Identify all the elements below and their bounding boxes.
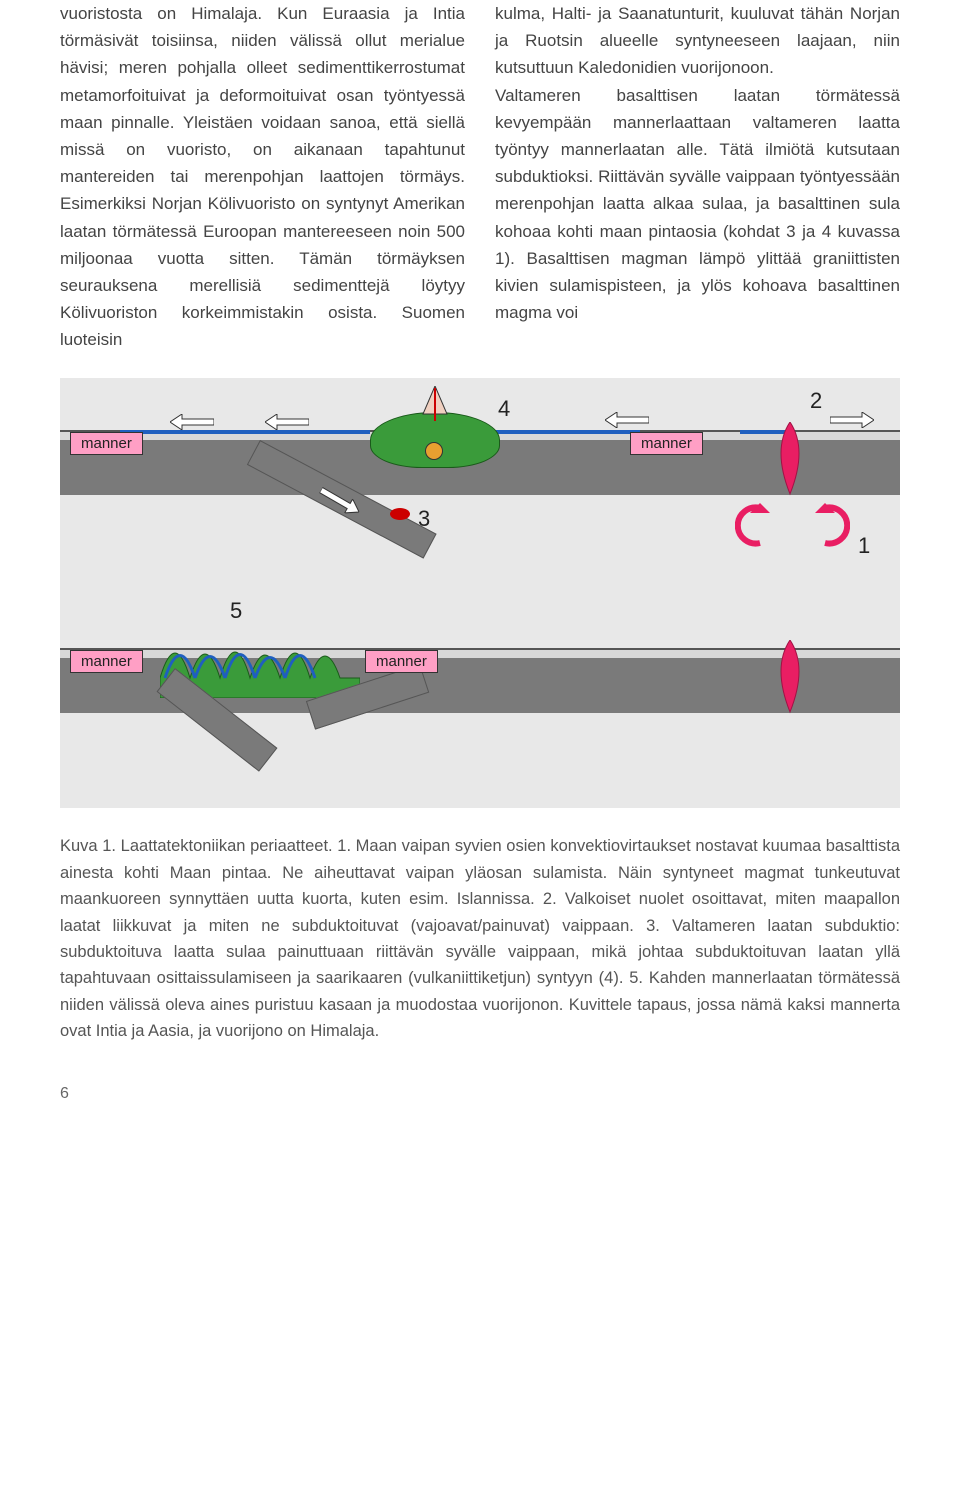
page-number: 6 <box>60 1085 900 1103</box>
tectonics-diagram: manner 4 3 <box>60 378 900 808</box>
right-column: kulma, Halti- ja Saanatunturit, kuuluvat… <box>495 0 900 353</box>
manner-label-2: manner <box>630 432 703 455</box>
body-text-columns: vuoristosta on Himalaja. Kun Euraasia ja… <box>60 0 900 353</box>
manner-label-4: manner <box>365 650 438 673</box>
convection-arrow-icon <box>735 503 785 548</box>
ridge-magma-icon <box>772 640 808 715</box>
convection-arrow-icon <box>800 503 850 548</box>
volcano-icon <box>415 386 455 424</box>
label-text: manner <box>376 653 427 670</box>
figure-caption: Kuva 1. Laattatektoniikan periaatteet. 1… <box>60 833 900 1044</box>
left-column: vuoristosta on Himalaja. Kun Euraasia ja… <box>60 0 465 353</box>
label-text: manner <box>81 435 132 452</box>
manner-label-1: manner <box>70 432 143 455</box>
diagram-panel-top: manner 4 3 <box>60 378 900 568</box>
label-text: manner <box>641 435 692 452</box>
label-4: 4 <box>498 396 510 422</box>
white-arrow-icon <box>265 414 309 430</box>
label-1: 1 <box>858 533 870 559</box>
label-2: 2 <box>810 388 822 414</box>
label-text: manner <box>81 653 132 670</box>
white-arrow-icon <box>605 412 649 428</box>
white-arrow-icon <box>830 412 874 428</box>
white-arrow-icon <box>170 414 214 430</box>
diagram-panel-bottom: 5 manner manner <box>60 568 900 808</box>
manner-label-3: manner <box>70 650 143 673</box>
ocean-line <box>480 430 640 434</box>
ridge-magma-icon <box>772 422 808 497</box>
label-3: 3 <box>418 506 430 532</box>
ocean-line <box>120 430 370 434</box>
